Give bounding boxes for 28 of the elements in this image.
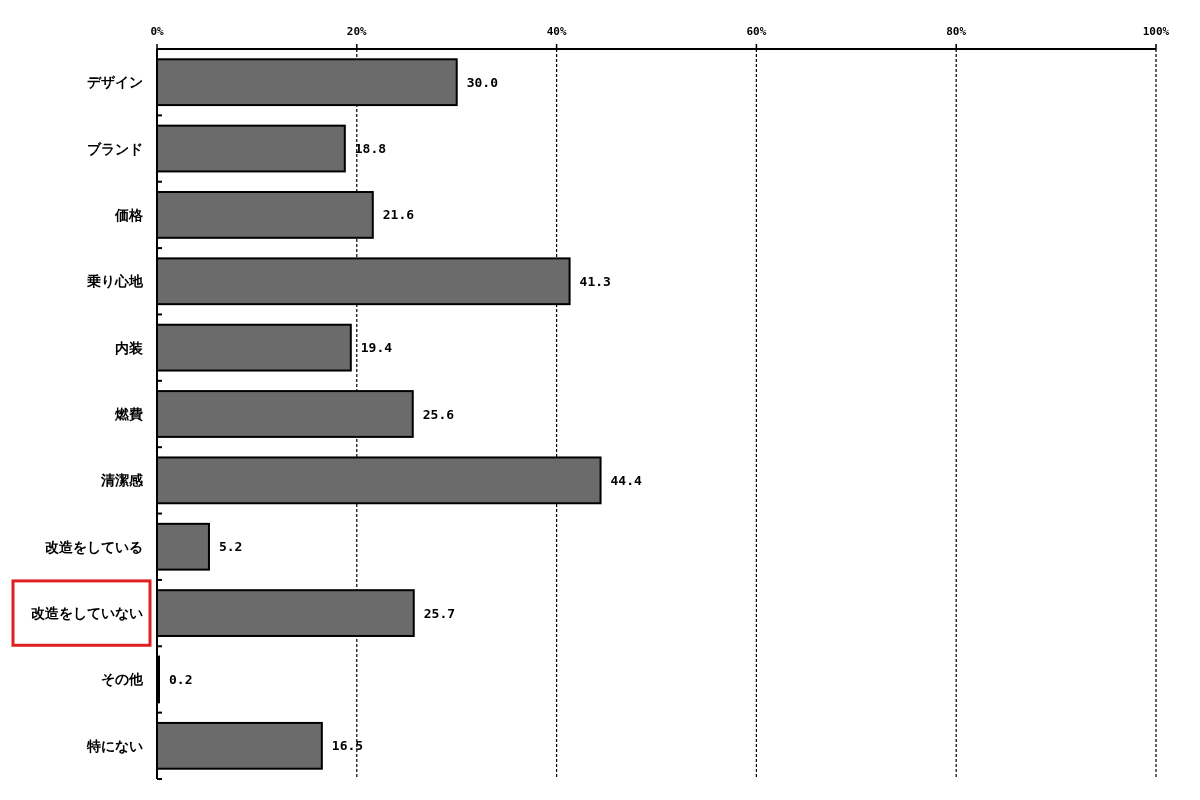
- data-label: 5.2: [218, 539, 243, 555]
- data-label: 25.6: [422, 406, 455, 422]
- y-tick-label: デザイン: [87, 74, 143, 91]
- y-tick-label: 改造をしていない: [31, 605, 143, 622]
- x-tick-label: 0%: [150, 25, 164, 38]
- data-label: 44.4: [610, 472, 643, 488]
- x-tick-label: 20%: [346, 25, 368, 38]
- x-tick-label: 40%: [546, 25, 567, 38]
- y-tick-label: その他: [101, 671, 144, 688]
- x-tick-label: 60%: [746, 25, 767, 38]
- data-label: 41.3: [579, 273, 611, 289]
- data-label: 30.0: [466, 74, 499, 90]
- y-tick-label: 乗り心地: [86, 273, 144, 290]
- data-label: 0.2: [169, 671, 193, 687]
- data-label: 18.8: [354, 141, 387, 157]
- x-tick-label: 100%: [1142, 25, 1170, 38]
- data-label: 19.4: [360, 340, 393, 356]
- y-tick-label: 燃費: [114, 406, 143, 422]
- y-tick-label: 価格: [114, 206, 144, 223]
- data-label: 21.6: [382, 207, 415, 223]
- y-tick-label: 改造をしている: [45, 538, 143, 555]
- y-tick-label: ブランド: [87, 140, 143, 157]
- y-tick-label: 内装: [115, 339, 143, 356]
- x-tick-label: 80%: [946, 25, 967, 38]
- data-label: 25.7: [423, 605, 456, 621]
- y-tick-label: 清潔感: [100, 472, 144, 489]
- data-label: 16.5: [331, 738, 364, 754]
- y-tick-label: 特にない: [86, 737, 143, 754]
